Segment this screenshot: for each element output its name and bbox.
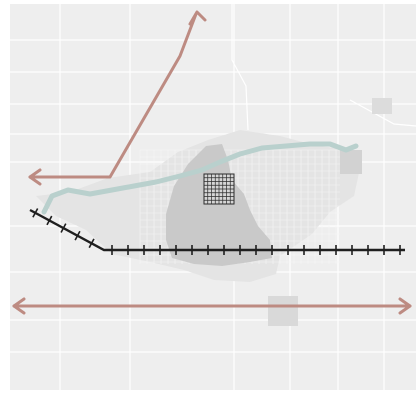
railroad-tie: [46, 215, 53, 226]
railroad-tie: [60, 223, 67, 233]
urban-block-northeast: [372, 98, 392, 114]
urban-block-east: [340, 150, 362, 174]
north-arrowhead-icon: [188, 10, 207, 26]
west-arrowhead-icon: [28, 168, 42, 186]
highway-north: [28, 12, 198, 179]
west-end-arrowhead-icon: [12, 297, 26, 315]
urban-block-south: [268, 296, 298, 326]
east-end-arrowhead-icon: [398, 297, 412, 315]
railroad-tie: [88, 238, 95, 249]
railroad-tie: [32, 208, 39, 218]
railroad-tie: [74, 230, 81, 241]
town-center-grid: [203, 173, 235, 205]
railroad-crossties-icon: [32, 208, 401, 255]
river: [41, 141, 359, 215]
